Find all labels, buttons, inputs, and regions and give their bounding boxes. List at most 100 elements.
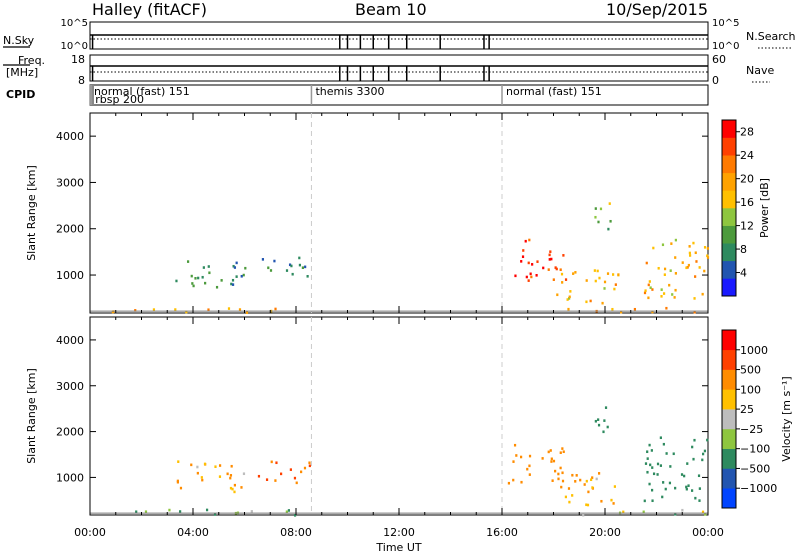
range-cell <box>596 269 599 273</box>
nave-tick-top: 60 <box>712 53 726 66</box>
range-cell <box>135 510 138 514</box>
y-tick-label: 3000 <box>56 380 84 393</box>
y-tick-label: 1000 <box>56 471 84 484</box>
range-cell <box>554 469 557 473</box>
range-cell <box>601 301 604 305</box>
range-cell <box>595 477 598 481</box>
range-cell <box>660 295 663 298</box>
range-cell <box>586 503 590 507</box>
x-axis-title: Time UT <box>375 541 421 554</box>
colorbar-swatch <box>722 155 736 174</box>
range-cell <box>614 283 617 286</box>
range-cell <box>644 289 647 292</box>
range-cell <box>663 267 667 271</box>
range-cell <box>287 509 291 512</box>
range-cell <box>619 310 623 314</box>
range-cell <box>559 466 562 470</box>
colorbar-swatch <box>722 349 736 370</box>
range-cell <box>617 273 620 276</box>
nsearch-label: N.Search <box>746 30 796 43</box>
range-cell <box>665 452 668 455</box>
range-cell <box>289 468 292 471</box>
range-cell <box>556 293 559 297</box>
range-cell <box>288 263 292 267</box>
range-cell <box>298 256 301 260</box>
range-cell <box>285 510 288 514</box>
range-cell <box>599 207 603 211</box>
colorbar-swatch <box>722 208 736 226</box>
range-cell <box>646 450 649 454</box>
freq-strip: Freq. [MHz] 18 8 60 0 Nave <box>3 53 774 87</box>
range-cell <box>611 307 614 311</box>
range-cell <box>688 251 691 255</box>
range-cell <box>562 254 565 257</box>
range-cell <box>261 258 265 261</box>
colorbar-tick-label: −25 <box>740 423 763 436</box>
range-cell <box>551 479 554 482</box>
range-cell <box>513 443 517 447</box>
range-cell <box>244 266 247 270</box>
range-cell <box>547 268 550 271</box>
range-cell <box>574 480 577 483</box>
range-cell <box>535 274 538 277</box>
range-cell <box>698 499 701 502</box>
range-cell <box>280 472 283 476</box>
range-cell <box>674 288 677 292</box>
range-cell <box>520 260 523 263</box>
range-cell <box>701 458 704 462</box>
range-cell <box>144 510 148 514</box>
range-cell <box>691 445 694 449</box>
range-cell <box>562 450 565 454</box>
range-cell <box>579 478 582 482</box>
range-cell <box>525 275 528 279</box>
range-cell <box>226 472 229 476</box>
y-tick-label: 1000 <box>56 269 84 282</box>
range-cell <box>515 454 518 457</box>
time-axis: 00:00 04:00 08:00 12:00 16:00 20:00 00:00 <box>74 526 724 539</box>
range-cell <box>554 266 557 269</box>
cpid-segment-label: themis 3300 <box>315 85 384 98</box>
range-cell <box>690 489 694 492</box>
range-cell <box>683 474 686 478</box>
range-cell <box>564 495 568 499</box>
range-cell <box>291 272 294 276</box>
range-cell <box>550 257 553 261</box>
range-cell <box>670 242 673 245</box>
freq-label: Freq. <box>18 54 45 67</box>
range-cell <box>250 510 253 513</box>
cpid-segment-label: rbsp 200 <box>95 93 144 106</box>
range-cell <box>257 474 261 478</box>
range-cell <box>200 476 203 479</box>
range-cell <box>694 251 697 255</box>
colorbar-label: Power [dB] <box>758 178 771 238</box>
range-cell <box>301 266 304 270</box>
colorbar-tick-label: 100 <box>740 383 761 396</box>
range-cell <box>541 457 544 460</box>
range-cell <box>569 290 572 293</box>
range-cell <box>574 271 577 274</box>
range-cell <box>688 254 692 257</box>
range-cell <box>603 280 607 284</box>
range-cell <box>681 261 684 264</box>
y-tick-label: 4000 <box>56 130 84 143</box>
range-cell <box>134 309 137 312</box>
range-cell <box>530 275 533 279</box>
range-cell <box>622 510 625 514</box>
range-cell <box>652 472 656 476</box>
range-cell <box>662 481 665 484</box>
range-cell <box>186 260 190 263</box>
freq-tick-top: 18 <box>71 53 85 66</box>
range-cell <box>590 478 593 482</box>
range-cell <box>612 502 615 505</box>
range-cell <box>201 478 204 482</box>
range-cell <box>174 308 177 311</box>
range-cell <box>702 452 705 456</box>
colorbar-tick-label: −100 <box>740 443 770 456</box>
range-cell <box>659 464 663 467</box>
range-cell <box>152 308 156 311</box>
range-cell <box>230 282 233 286</box>
range-cell <box>687 263 690 267</box>
range-cell <box>201 275 204 279</box>
range-cell <box>568 297 571 300</box>
